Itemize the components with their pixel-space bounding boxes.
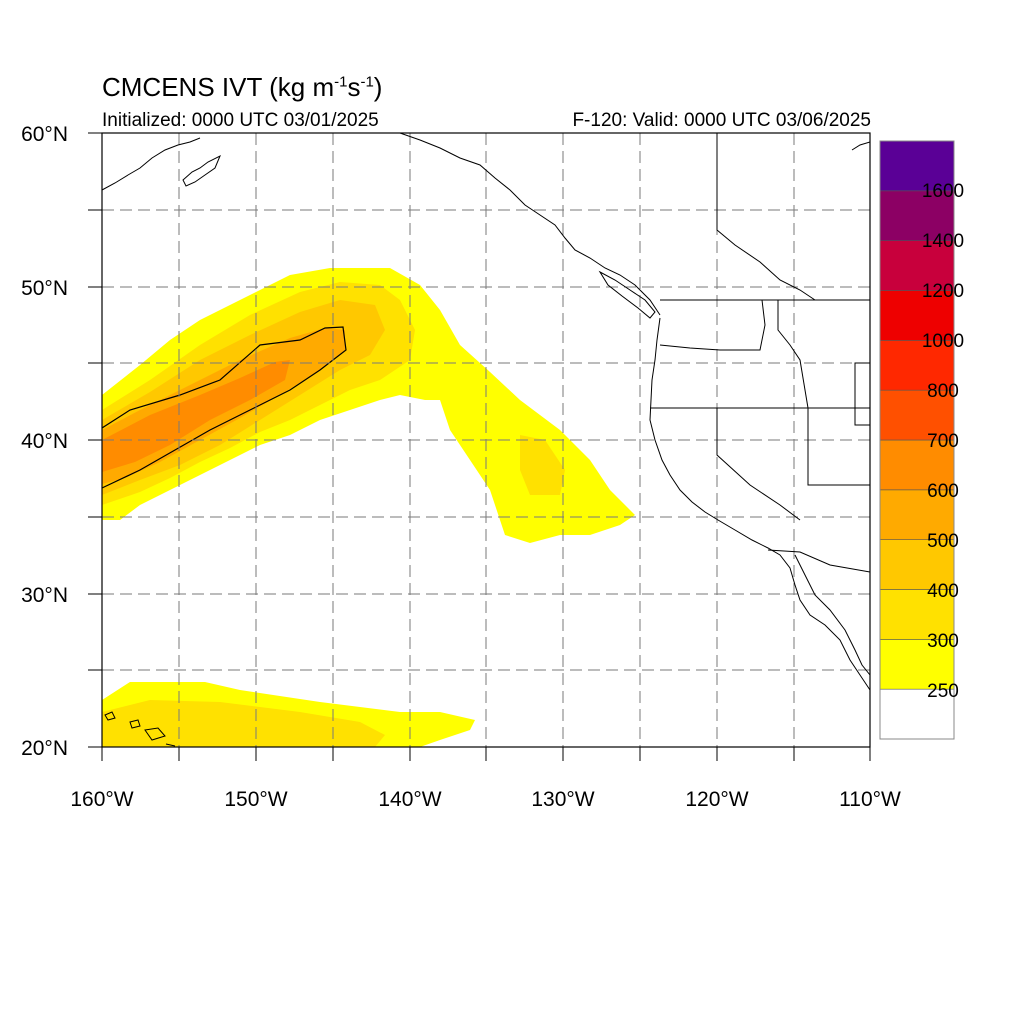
lat-label-20n: 20°N xyxy=(21,737,68,760)
lat-label-30n: 30°N xyxy=(21,584,68,607)
colorbar-frame xyxy=(879,140,955,740)
lat-label-50n: 50°N xyxy=(21,277,68,300)
lon-label-140w: 140°W xyxy=(378,788,441,811)
border-nevada-arizona xyxy=(807,408,870,486)
colorbar-box xyxy=(879,688,955,740)
coastlines xyxy=(102,133,870,747)
colorbar-label: 1400 xyxy=(922,231,964,252)
colorbar-box xyxy=(879,389,955,441)
border-utah xyxy=(854,362,870,426)
lon-label-130w: 130°W xyxy=(531,788,594,811)
coast-west-us xyxy=(649,317,870,691)
initialized-label: Initialized: 0000 UTC 03/01/2025 xyxy=(102,110,379,131)
map-title: CMCENS IVT (kg m-1s-1) xyxy=(102,72,383,102)
graticule xyxy=(102,133,870,747)
lon-label-110w: 110°W xyxy=(839,788,901,811)
colorbar-label: 1200 xyxy=(922,281,964,302)
colorbar-label: 700 xyxy=(927,431,959,452)
coast-alaska-peninsula xyxy=(102,137,201,191)
colorbar-box xyxy=(879,340,955,391)
colorbar-label: 800 xyxy=(927,381,959,402)
coast-baja xyxy=(794,554,870,676)
lon-label-150w: 150°W xyxy=(224,788,287,811)
lat-label-40n: 40°N xyxy=(21,430,68,453)
ivt-core-600 xyxy=(102,360,290,472)
border-alaska-canada xyxy=(716,133,816,301)
valid-time-label: F-120: Valid: 0000 UTC 03/06/2025 xyxy=(572,110,871,131)
lat-axis-labels: 60°N 50°N 40°N 30°N 20°N xyxy=(21,123,68,760)
ivt-shading xyxy=(102,268,635,747)
colorbar xyxy=(879,140,955,740)
colorbar-box xyxy=(879,290,955,341)
colorbar-label: 500 xyxy=(927,531,959,552)
coast-kodiak xyxy=(182,154,221,187)
political-borders xyxy=(650,133,870,573)
border-us-mexico xyxy=(767,549,870,573)
coast-northeast-canada xyxy=(851,141,870,151)
colorbar-labels: 250 300 400 500 600 700 800 1000 1200 14… xyxy=(922,181,964,702)
colorbar-label: 1000 xyxy=(922,331,964,352)
border-california-nevada xyxy=(716,408,801,521)
border-idaho xyxy=(777,300,809,409)
coast-hawaii xyxy=(104,711,176,747)
colorbar-label: 300 xyxy=(927,631,959,652)
lon-label-160w: 160°W xyxy=(70,788,133,811)
colorbar-label: 1600 xyxy=(922,181,964,202)
colorbar-box xyxy=(879,489,955,540)
colorbar-label: 250 xyxy=(927,681,959,702)
border-washington-oregon xyxy=(659,299,766,351)
coast-vancouver-island xyxy=(598,270,656,319)
ivt-blob-300 xyxy=(520,435,565,495)
axis-ticks xyxy=(88,132,871,761)
colorbar-box xyxy=(879,190,955,241)
lon-label-120w: 120°W xyxy=(685,788,748,811)
colorbar-label: 400 xyxy=(927,581,959,602)
lon-axis-labels: 160°W 150°W 140°W 130°W 120°W 110°W xyxy=(70,788,901,811)
colorbar-box xyxy=(879,589,955,640)
lat-label-60n: 60°N xyxy=(21,123,68,146)
ivt-band-300 xyxy=(102,700,385,747)
coast-gulf-alaska xyxy=(399,133,661,316)
colorbar-label: 600 xyxy=(927,481,959,502)
